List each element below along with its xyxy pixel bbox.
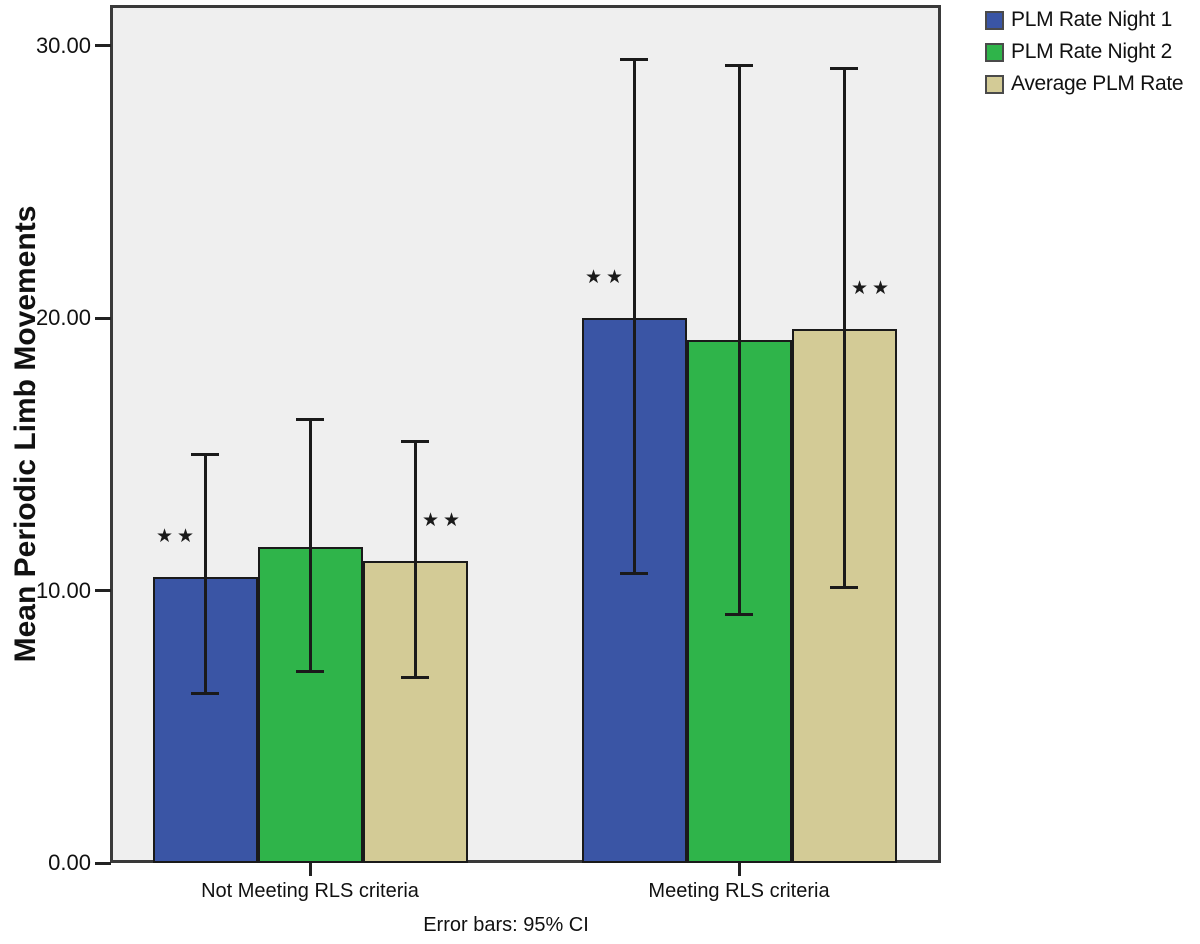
error-bar-cap-top <box>401 439 429 443</box>
error-bar-line <box>308 419 312 673</box>
error-bar-cap-top <box>725 63 753 67</box>
error-bar-cap-bottom <box>830 585 858 589</box>
significance-marker: ★★ <box>155 526 199 547</box>
legend-label: PLM Rate Night 2 <box>1011 40 1172 63</box>
legend-item: PLM Rate Night 1 <box>985 8 1183 32</box>
error-bar-line <box>737 64 741 616</box>
significance-marker: ★★ <box>584 267 628 289</box>
legend: PLM Rate Night 1 PLM Rate Night 2 Average … <box>985 8 1184 96</box>
legend-swatch <box>985 10 1004 30</box>
error-bar-cap-top <box>191 453 219 457</box>
significance-marker: ★★ <box>850 278 894 300</box>
error-bar-cap-top <box>620 58 648 62</box>
error-bar-cap-bottom <box>725 613 753 617</box>
error-bar-line <box>203 454 207 695</box>
x-category-label: Not Meeting RLS criteria <box>201 880 419 902</box>
legend-label: PLM Rate Night 1 <box>1011 8 1172 31</box>
y-tick-mark <box>95 316 111 320</box>
x-tick-mark <box>737 863 741 876</box>
y-tick-mark <box>95 589 111 593</box>
error-bar-cap-bottom <box>296 670 324 674</box>
x-tick-mark <box>308 863 312 876</box>
legend-item: PLM Rate Night 2 <box>985 40 1183 64</box>
error-bars-note: Error bars: 95% CI <box>423 914 589 936</box>
error-bar-cap-bottom <box>191 692 219 696</box>
legend-swatch <box>985 74 1004 94</box>
y-tick-label: 0.00 <box>48 850 91 875</box>
y-tick-label: 20.00 <box>35 305 91 331</box>
error-bar-cap-top <box>830 66 858 70</box>
error-bar-line <box>413 440 417 678</box>
error-bar-cap-bottom <box>401 675 429 679</box>
x-category-label: Meeting RLS criteria <box>648 880 830 902</box>
y-tick-label: 30.00 <box>35 32 91 58</box>
error-bar-line <box>842 67 846 588</box>
y-tick-label: 10.00 <box>35 577 91 603</box>
legend-item: Average PLM Rate <box>985 72 1184 96</box>
significance-marker: ★★ <box>421 509 465 531</box>
error-bar-cap-bottom <box>620 572 648 576</box>
y-tick-mark <box>95 44 111 48</box>
y-axis-title: Mean Periodic Limb Movements <box>9 205 42 663</box>
y-tick-mark <box>95 861 111 865</box>
error-bar-line <box>632 59 636 575</box>
error-bar-cap-top <box>296 418 324 422</box>
legend-swatch <box>985 42 1004 62</box>
bar <box>581 318 687 863</box>
legend-label: Average PLM Rate <box>1011 72 1184 95</box>
